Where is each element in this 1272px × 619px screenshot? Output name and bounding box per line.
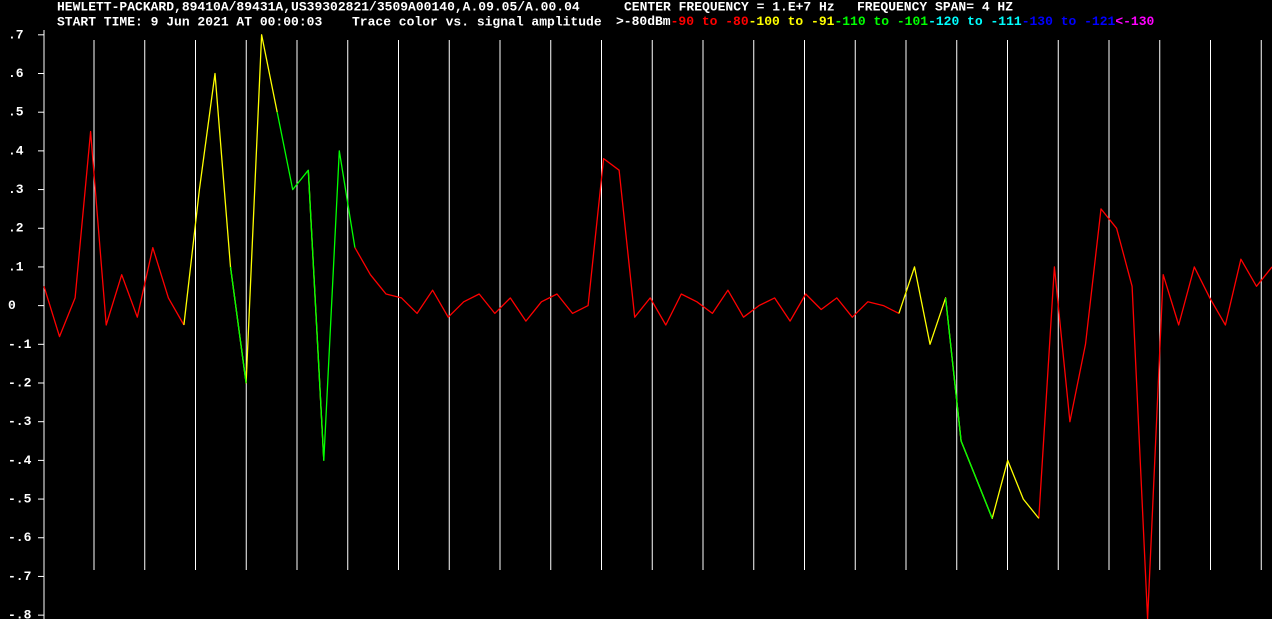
y-tick-label: .4 [8,143,24,158]
y-tick-label: .6 [8,66,24,81]
y-tick-label: .2 [8,221,24,236]
legend-entry: -130 to -121 [1022,14,1116,29]
y-tick-label: -.4 [8,453,32,468]
y-tick-label: -.6 [8,530,32,545]
legend-entry: -110 to -101 [834,14,928,29]
y-tick-label: .3 [8,182,24,197]
y-tick-label: -.5 [8,492,32,507]
y-tick-label: .1 [8,259,24,274]
legend-entry: -120 to -111 [928,14,1022,29]
legend-entry: -100 to -91 [749,14,835,29]
trace [183,34,1040,520]
trace [43,130,1272,619]
instrument-id: HEWLETT-PACKARD,89410A/89431A,US39302821… [57,0,580,14]
y-tick-label: .5 [8,105,24,120]
center-frequency: CENTER FREQUENCY = 1.E+7 Hz [624,0,835,14]
y-tick-label: -.7 [8,569,31,584]
y-tick-label: .7 [8,27,24,42]
y-tick-label: -.2 [8,375,32,390]
y-tick-label: -.8 [8,608,32,619]
start-time: START TIME: 9 Jun 2021 AT 00:00:03 [57,14,322,29]
legend-entry: <-130 [1115,14,1154,29]
y-tick-label: -.1 [8,337,32,352]
trace [229,112,993,519]
layout [43,30,1262,619]
legend-title: Trace color vs. signal amplitude [352,14,602,29]
legend-entry: >-80dBm [616,14,671,29]
y-tick-label: -.3 [8,414,32,429]
legend-entry: -90 to -80 [671,14,749,29]
y-tick-label: 0 [8,298,16,313]
frequency-span: FREQUENCY SPAN= 4 HZ [857,0,1013,14]
legend: >-80dBm-90 to -80-100 to -91-110 to -101… [616,14,1155,29]
